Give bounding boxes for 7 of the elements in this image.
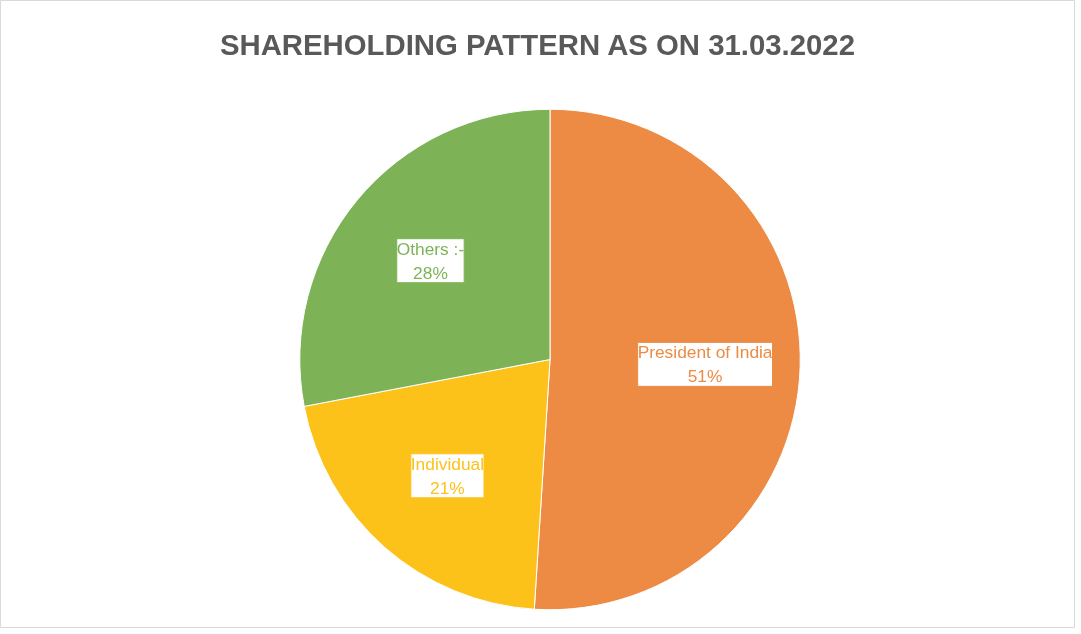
slice-label: Individual xyxy=(410,453,485,474)
data-label: 28% xyxy=(413,262,448,283)
chart-title: SHAREHOLDING PATTERN AS ON 31.03.2022 xyxy=(219,28,855,61)
slice-label: Others :- xyxy=(396,238,465,259)
data-label: 51% xyxy=(687,366,723,387)
data-label: 21% xyxy=(430,477,465,498)
slice-label: President of India xyxy=(637,342,773,363)
